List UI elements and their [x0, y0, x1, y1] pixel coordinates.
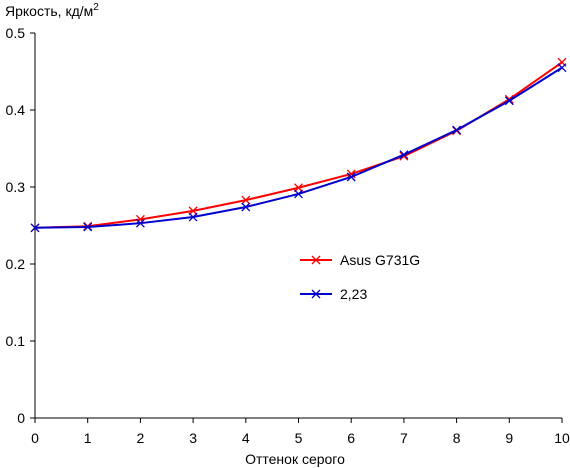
x-axis-title: Оттенок серого — [245, 451, 345, 467]
series-1-line — [34, 61, 563, 229]
y-tick-label: 0.2 — [6, 256, 26, 272]
x-tick-label: 7 — [400, 430, 408, 446]
series-2 — [30, 63, 567, 233]
series-2-point — [83, 222, 93, 232]
series-2-point — [294, 189, 303, 199]
x-tick-label: 6 — [347, 430, 355, 446]
legend-swatch-marker — [311, 255, 321, 265]
legend-item-1: Asus G731G — [300, 252, 420, 268]
y-axis-title-text: Яркость, кд/м — [5, 3, 93, 19]
x-tick-label: 9 — [505, 430, 513, 446]
series-1 — [30, 57, 567, 233]
series-2-point — [557, 63, 567, 73]
legend-item-2: 2,23 — [300, 286, 367, 302]
x-tick-label: 4 — [242, 430, 250, 446]
legend-label: Asus G731G — [340, 252, 420, 268]
series-2-point — [504, 96, 514, 106]
series-2-point — [399, 150, 409, 160]
y-axis-title: Яркость, кд/м2 — [5, 2, 99, 19]
series-2-point — [188, 212, 198, 222]
legend: Asus G731G 2,23 — [300, 252, 420, 302]
x-tick-label: 5 — [295, 430, 303, 446]
series-2-point — [30, 223, 40, 233]
ticks: 0 0.1 0.2 0.3 0.4 0.5 0 1 2 3 4 5 6 7 8 9 10 — [6, 25, 570, 446]
series-2-point — [452, 125, 462, 135]
y-axis-title-superscript: 2 — [93, 2, 99, 13]
x-tick-label: 3 — [189, 430, 197, 446]
series-2-point — [241, 202, 251, 212]
series-2-point — [346, 172, 356, 182]
series-2-point — [135, 218, 145, 228]
x-tick-label: 8 — [453, 430, 461, 446]
y-tick-label: 0.1 — [6, 333, 26, 349]
x-tick-label: 10 — [554, 430, 570, 446]
y-tick-label: 0 — [17, 410, 25, 426]
y-tick-label: 0.4 — [6, 102, 26, 118]
legend-label: 2,23 — [340, 286, 367, 302]
y-tick-label: 0.5 — [6, 25, 26, 41]
series-1-point — [241, 195, 251, 205]
series-2-line — [34, 66, 563, 229]
x-tick-label: 0 — [31, 430, 39, 446]
x-tick-label: 1 — [84, 430, 92, 446]
legend-swatch-marker — [311, 289, 321, 299]
series-layer — [30, 57, 567, 233]
y-tick-label: 0.3 — [6, 179, 26, 195]
x-tick-label: 2 — [137, 430, 145, 446]
